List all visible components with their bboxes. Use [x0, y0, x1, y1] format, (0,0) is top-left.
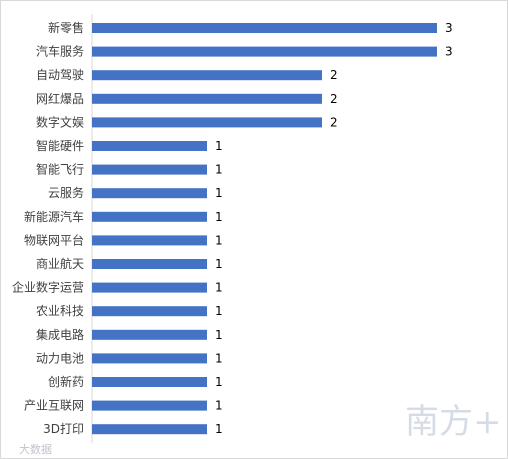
data-label: 1: [215, 351, 223, 365]
watermark: 南方+ 大数据: [19, 402, 502, 456]
category-label: 自动驾驶: [36, 67, 84, 82]
data-label: 1: [215, 399, 223, 413]
bar: [92, 329, 207, 340]
data-label: 1: [215, 210, 223, 224]
bar: [92, 377, 207, 387]
category-label: 3D打印: [43, 422, 84, 436]
category-label: 产业互联网: [24, 399, 84, 413]
data-label: 2: [330, 115, 338, 129]
data-label: 2: [330, 92, 338, 106]
data-label: 1: [215, 304, 223, 318]
category-label: 网红爆品: [36, 91, 84, 106]
category-label: 物联网平台: [24, 232, 84, 247]
bar: [92, 141, 207, 151]
bar: [92, 93, 322, 104]
data-label: 1: [215, 139, 223, 153]
bar: [92, 164, 207, 175]
category-label: 数字文娱: [36, 114, 84, 129]
bar: [92, 46, 437, 57]
category-label: 新能源汽车: [24, 209, 84, 224]
category-label: 新零售: [48, 20, 84, 35]
category-label: 云服务: [48, 185, 84, 200]
bar: [92, 400, 207, 411]
category-label: 企业数字运营: [12, 280, 84, 295]
watermark-source-text: 大数据: [19, 442, 52, 456]
bars-group: [92, 23, 437, 435]
category-label: 农业科技: [36, 304, 84, 318]
bar: [92, 188, 207, 199]
data-label: 3: [445, 45, 453, 59]
bar: [92, 306, 207, 317]
data-label: 1: [215, 186, 223, 200]
bar: [92, 353, 207, 364]
data-label: 2: [330, 68, 338, 82]
bar: [92, 235, 207, 246]
data-label: 1: [215, 328, 223, 342]
bar: [92, 117, 322, 128]
data-label: 1: [215, 233, 223, 247]
bar: [92, 259, 207, 269]
bar: [92, 211, 207, 222]
category-label: 汽车服务: [36, 44, 84, 59]
bar: [92, 70, 322, 81]
category-label: 创新药: [48, 374, 84, 389]
data-label: 1: [215, 422, 223, 436]
bar: [92, 424, 207, 435]
data-label: 3: [445, 21, 453, 35]
data-label: 1: [215, 281, 223, 295]
category-label: 动力电池: [36, 351, 84, 365]
category-label: 集成电路: [36, 327, 84, 342]
category-labels-group: 新零售汽车服务自动驾驶网红爆品数字文娱智能硬件智能飞行云服务新能源汽车物联网平台…: [12, 20, 84, 436]
category-label: 智能飞行: [36, 162, 84, 177]
category-label: 商业航天: [36, 256, 84, 271]
watermark-logo: 南方+: [405, 402, 502, 442]
data-label: 1: [215, 163, 223, 177]
category-label: 智能硬件: [36, 138, 84, 153]
data-label: 1: [215, 257, 223, 271]
value-labels-group: 3 3 2 2 2 1 1 1 1 1 1 1 1 1 1 1 1 1: [215, 21, 453, 436]
data-label: 1: [215, 375, 223, 389]
bar: [92, 282, 207, 293]
bar: [92, 23, 437, 33]
